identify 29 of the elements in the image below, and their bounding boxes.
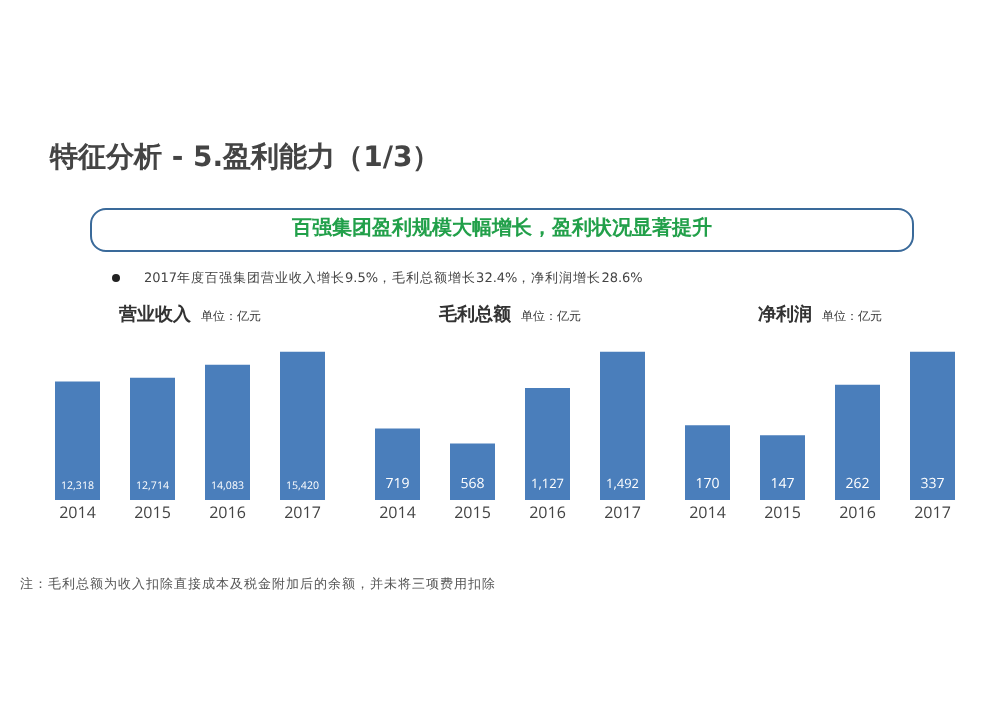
bar [205, 364, 250, 500]
chart-title: 毛利总额 [437, 299, 514, 326]
bar [835, 384, 880, 500]
x-tick-label: 2017 [604, 502, 642, 524]
chart-title: 净利润 [758, 299, 813, 326]
chart-title: 营业收入 [117, 299, 194, 326]
x-tick-label: 2014 [379, 502, 417, 524]
x-tick-label: 2015 [134, 502, 172, 524]
bar [525, 388, 570, 500]
x-tick-label: 2017 [284, 502, 322, 524]
bar [280, 351, 325, 500]
x-tick-label: 2016 [209, 502, 247, 524]
x-tick-label: 2015 [764, 502, 802, 524]
bar [450, 443, 495, 500]
x-tick-label: 2016 [839, 502, 877, 524]
bar [910, 351, 955, 500]
x-tick-label: 2014 [689, 502, 727, 524]
x-tick-label: 2017 [914, 502, 952, 524]
bar [760, 435, 805, 500]
x-tick-label: 2014 [59, 502, 97, 524]
x-tick-label: 2016 [529, 502, 567, 524]
bar [600, 351, 645, 500]
text: 特征分析 - 5.盈利能力（1/3） [50, 140, 441, 176]
bar [685, 425, 730, 500]
x-tick-label: 2015 [454, 502, 492, 524]
bar [55, 381, 100, 500]
text: 百强集团盈利规模大幅增长，盈利状况显著提升 [90, 208, 914, 252]
bar [130, 377, 175, 500]
bar [375, 428, 420, 500]
